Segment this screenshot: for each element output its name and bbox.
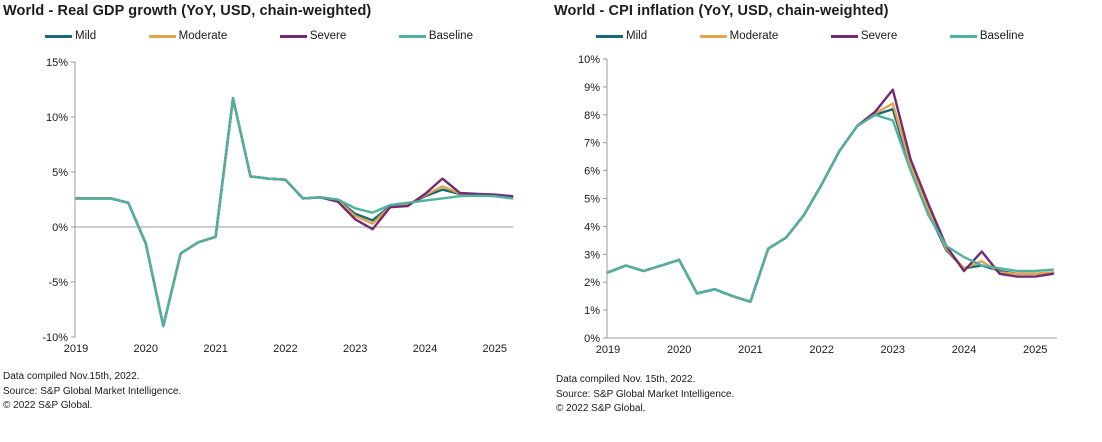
y-tick-label: 15% xyxy=(46,57,68,69)
cpi-footnotes: Data compiled Nov. 15th, 2022. Source: S… xyxy=(556,373,956,417)
legend-item-moderate: Moderate xyxy=(148,30,228,42)
cpi-plot-area: 10% 9% 8% 7% 6% 5% 4% 3% 2% 1% 0%2019 2020 2021 2022 2… xyxy=(578,54,1057,356)
gdp-footnotes: Data compiled Nov.15th, 2022. Source: S&… xyxy=(3,370,403,414)
series-line-moderate xyxy=(74,97,514,328)
y-tick-label: 5% xyxy=(52,167,68,179)
y-tick-label: 1% xyxy=(584,305,600,317)
legend-swatch-mild xyxy=(596,34,623,38)
series-line-baseline xyxy=(74,97,514,328)
x-tick-label: 2021 xyxy=(738,344,762,356)
y-tick-label: 9% xyxy=(584,82,600,94)
legend-label-baseline: Baseline xyxy=(428,30,473,42)
x-tick-label: 2024 xyxy=(413,343,437,355)
series-line-severe xyxy=(74,97,514,328)
x-tick-label: 2019 xyxy=(64,343,88,355)
series-line-mild xyxy=(606,107,1055,303)
legend-label-mild: Mild xyxy=(75,30,97,42)
x-tick-label: 2020 xyxy=(134,343,158,355)
legend-label-mild: Mild xyxy=(626,30,648,42)
cpi-footnote-copyright: © 2022 S&P Global. xyxy=(556,403,646,414)
y-tick-label: 10% xyxy=(46,112,68,124)
legend-item-severe: Severe xyxy=(830,30,898,42)
y-tick-label: 0% xyxy=(52,222,68,234)
y-tick-label: 8% xyxy=(584,110,600,122)
legend-label-moderate: Moderate xyxy=(178,30,228,42)
legend-label-baseline: Baseline xyxy=(979,30,1024,42)
y-tick-label: 7% xyxy=(584,138,600,150)
legend-item-mild: Mild xyxy=(596,30,647,42)
cpi-legend: Mild Moderate Severe Baseline xyxy=(596,30,1024,42)
legend-swatch-severe xyxy=(830,34,858,38)
x-tick-label: 2020 xyxy=(667,344,691,356)
x-tick-label: 2022 xyxy=(809,344,833,356)
x-tick-label: 2025 xyxy=(1023,344,1047,356)
y-tick-label: 6% xyxy=(584,166,600,178)
y-tick-label: 2% xyxy=(584,277,600,289)
legend-label-moderate: Moderate xyxy=(729,30,779,42)
cpi-footnote-source: Source: S&P Global Market Intelligence. xyxy=(556,388,735,400)
legend-label-severe: Severe xyxy=(860,30,898,42)
y-tick-label: -10% xyxy=(42,332,68,344)
x-tick-label: 2019 xyxy=(596,344,620,356)
legend-swatch-moderate xyxy=(699,34,727,38)
legend-item-baseline: Baseline xyxy=(949,30,1024,42)
legend-label-severe: Severe xyxy=(309,30,347,42)
legend-swatch-moderate xyxy=(148,34,176,38)
legend-swatch-baseline xyxy=(398,34,426,38)
x-tick-label: 2023 xyxy=(343,343,367,355)
x-tick-label: 2023 xyxy=(881,344,905,356)
gdp-chart-title: World - Real GDP growth (YoY, USD, chain… xyxy=(3,3,372,19)
legend-swatch-severe xyxy=(279,34,307,38)
y-tick-label: 5% xyxy=(584,194,600,206)
x-tick-label: 2021 xyxy=(203,343,227,355)
cpi-footnote-compiled: Data compiled Nov. 15th, 2022. xyxy=(556,374,696,385)
y-tick-label: -5% xyxy=(48,277,68,289)
y-tick-label: 10% xyxy=(578,54,600,66)
y-tick-label: 0% xyxy=(584,333,600,345)
x-tick-label: 2024 xyxy=(952,344,976,356)
series-line-baseline xyxy=(606,113,1055,303)
cpi-chart-panel: World - CPI inflation (YoY, USD, chain-w… xyxy=(551,0,1102,442)
legend-swatch-baseline xyxy=(949,34,977,38)
y-tick-label: 4% xyxy=(584,221,600,233)
gdp-footnote-compiled: Data compiled Nov.15th, 2022. xyxy=(3,371,140,382)
series-line-mild xyxy=(74,97,514,328)
gdp-footnote-source: Source: S&P Global Market Intelligence. xyxy=(3,385,182,397)
x-tick-label: 2022 xyxy=(273,343,297,355)
cpi-chart-title: World - CPI inflation (YoY, USD, chain-w… xyxy=(554,3,889,19)
legend-swatch-mild xyxy=(45,34,72,38)
legend-item-baseline: Baseline xyxy=(398,30,473,42)
y-tick-label: 3% xyxy=(584,249,600,261)
gdp-footnote-copyright: © 2022 S&P Global. xyxy=(3,400,93,411)
legend-item-moderate: Moderate xyxy=(699,30,779,42)
gdp-chart-panel: World - Real GDP growth (YoY, USD, chain… xyxy=(3,3,514,414)
gdp-plot-area: 15% 10% 5% 0% -5% -10%2019 2020 2021 2022 2023 202… xyxy=(42,57,514,355)
legend-item-severe: Severe xyxy=(279,30,347,42)
legend-item-mild: Mild xyxy=(45,30,96,42)
gdp-legend: Mild Moderate Severe Baseline xyxy=(45,30,473,42)
series-line-severe xyxy=(606,88,1055,303)
series-line-moderate xyxy=(606,102,1055,303)
x-tick-label: 2025 xyxy=(483,343,507,355)
